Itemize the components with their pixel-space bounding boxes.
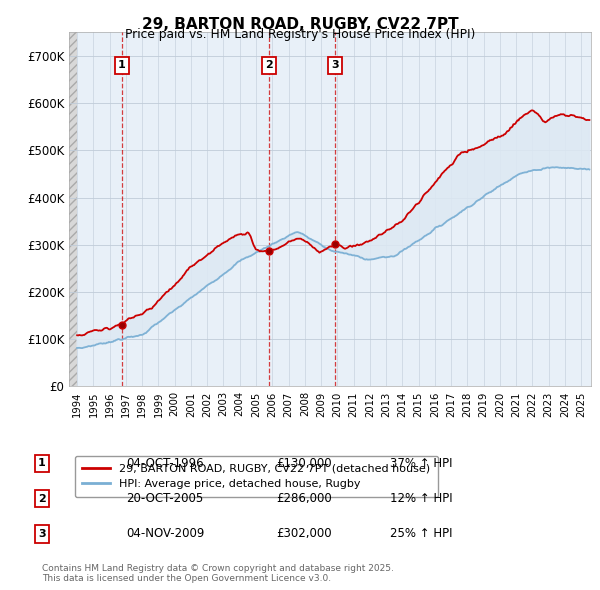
Text: 2: 2 [38,494,46,503]
Text: 37% ↑ HPI: 37% ↑ HPI [390,457,452,470]
Text: 1: 1 [118,61,126,70]
Text: £130,000: £130,000 [276,457,332,470]
Text: 25% ↑ HPI: 25% ↑ HPI [390,527,452,540]
Legend: 29, BARTON ROAD, RUGBY, CV22 7PT (detached house), HPI: Average price, detached : 29, BARTON ROAD, RUGBY, CV22 7PT (detach… [74,455,438,497]
Text: Price paid vs. HM Land Registry's House Price Index (HPI): Price paid vs. HM Land Registry's House … [125,28,475,41]
Text: 04-NOV-2009: 04-NOV-2009 [126,527,205,540]
Text: 29, BARTON ROAD, RUGBY, CV22 7PT: 29, BARTON ROAD, RUGBY, CV22 7PT [142,17,458,31]
Text: 12% ↑ HPI: 12% ↑ HPI [390,492,452,505]
Text: 3: 3 [331,61,338,70]
Text: 3: 3 [38,529,46,539]
Text: £302,000: £302,000 [276,527,332,540]
Text: 1: 1 [38,458,46,468]
Text: 04-OCT-1996: 04-OCT-1996 [126,457,203,470]
Text: Contains HM Land Registry data © Crown copyright and database right 2025.
This d: Contains HM Land Registry data © Crown c… [42,563,394,583]
Text: 20-OCT-2005: 20-OCT-2005 [126,492,203,505]
Text: £286,000: £286,000 [276,492,332,505]
Text: 2: 2 [265,61,273,70]
